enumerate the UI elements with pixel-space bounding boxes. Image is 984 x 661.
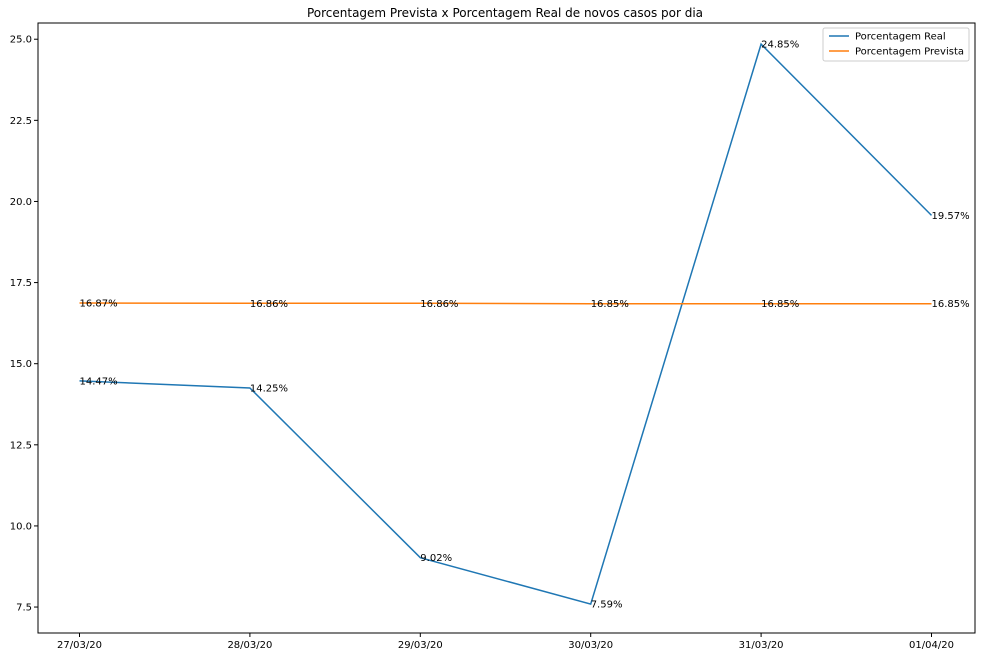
- data-label: 14.47%: [80, 376, 118, 387]
- y-tick-label: 7.5: [16, 603, 32, 614]
- data-label: 14.25%: [250, 384, 288, 395]
- legend: Porcentagem Real Porcentagem Prevista: [822, 27, 970, 62]
- series-line-porcentagem-prevista: [79, 302, 932, 305]
- data-label: 16.85%: [761, 299, 799, 310]
- data-label: 9.02%: [420, 553, 452, 564]
- data-labels: 14.47% 14.25% 9.02% 7.59% 24.85% 19.57% 16.87%…: [80, 40, 970, 611]
- y-axis: 7.5 10.0 12.5 15.0 17.5 20.0 22.5 25.0: [10, 35, 38, 614]
- x-tick-label: 29/03/20: [398, 640, 443, 651]
- legend-label: Porcentagem Real: [855, 32, 946, 43]
- legend-box: [822, 27, 970, 62]
- series-lines: [79, 42, 933, 606]
- x-tick-label: 27/03/20: [57, 640, 102, 651]
- data-label: 16.85%: [591, 299, 629, 310]
- y-tick-label: 20.0: [10, 197, 32, 208]
- plot-frame: [37, 22, 976, 634]
- x-axis: 27/03/20 28/03/20 29/03/20 30/03/20 31/03/20…: [57, 633, 954, 651]
- data-label: 16.87%: [80, 299, 118, 310]
- y-tick-label: 25.0: [10, 35, 32, 46]
- y-tick-label: 22.5: [10, 116, 32, 127]
- y-tick-label: 15.0: [10, 359, 32, 370]
- y-tick-label: 12.5: [10, 440, 32, 451]
- legend-label: Porcentagem Prevista: [855, 47, 964, 58]
- y-tick-label: 17.5: [10, 278, 32, 289]
- data-label: 16.86%: [420, 299, 458, 310]
- data-label: 19.57%: [932, 211, 970, 222]
- chart-title: Porcentagem Prevista x Porcentagem Real …: [307, 6, 703, 20]
- y-tick-label: 10.0: [10, 521, 32, 532]
- data-label: 16.85%: [932, 299, 970, 310]
- data-label: 24.85%: [761, 40, 799, 51]
- data-label: 16.86%: [250, 299, 288, 310]
- x-tick-label: 31/03/20: [739, 640, 784, 651]
- x-tick-label: 01/04/20: [909, 640, 954, 651]
- series-line-porcentagem-real: [79, 42, 933, 606]
- data-label: 7.59%: [591, 600, 623, 611]
- x-tick-label: 28/03/20: [227, 640, 272, 651]
- x-tick-label: 30/03/20: [568, 640, 613, 651]
